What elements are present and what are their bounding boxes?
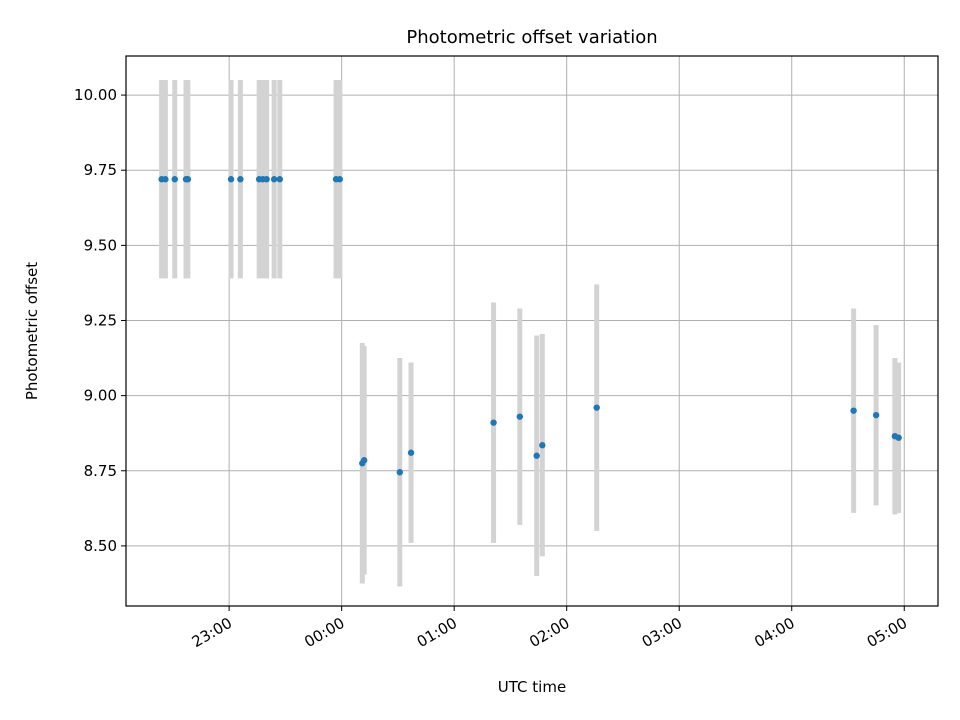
data-point <box>360 457 368 464</box>
data-point <box>407 449 415 456</box>
data-point <box>895 434 902 441</box>
x-axis-label: UTC time <box>498 678 566 696</box>
data-point <box>516 413 524 420</box>
data-point <box>539 442 546 449</box>
data-point <box>184 176 192 183</box>
y-tick-label: 9.50 <box>84 236 117 254</box>
data-point <box>270 176 278 183</box>
data-point <box>336 176 343 183</box>
y-axis-label: Photometric offset <box>23 262 41 400</box>
y-tick-label: 9.75 <box>84 161 117 179</box>
data-point <box>872 411 880 419</box>
data-point <box>227 176 235 183</box>
y-tick-label: 10.00 <box>74 86 117 104</box>
data-point <box>850 407 857 414</box>
data-point <box>490 419 497 426</box>
y-tick-label: 9.00 <box>84 387 117 405</box>
data-point <box>396 469 403 476</box>
plot-frame <box>125 55 939 607</box>
data-point <box>171 176 178 183</box>
data-point <box>263 176 270 183</box>
chart-title: Photometric offset variation <box>406 27 657 48</box>
data-point <box>533 452 540 459</box>
y-tick-label: 8.75 <box>84 462 117 480</box>
data-point <box>237 176 244 183</box>
data-point <box>162 176 169 183</box>
y-axis: 8.50 8.75 9.00 9.25 9.50 9.75 10.00 <box>74 86 126 555</box>
data-point <box>276 176 283 183</box>
y-tick-label: 8.50 <box>84 537 117 555</box>
data-point <box>593 404 600 411</box>
data-points <box>158 176 902 476</box>
y-tick-label: 9.25 <box>84 311 117 329</box>
